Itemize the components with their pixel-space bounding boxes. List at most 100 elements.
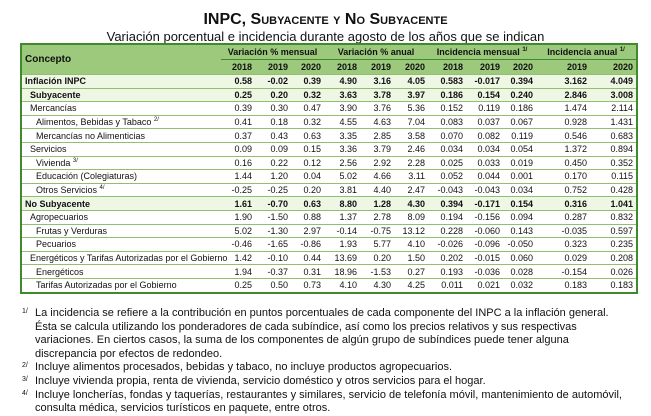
row-value: -0.75: [360, 223, 395, 238]
footnote-text: Incluye loncherías, fondas y taquerías, …: [35, 388, 622, 415]
footnote-mark: 4/: [22, 389, 28, 397]
row-label: Subyacente: [30, 89, 81, 100]
row-value: 3.008: [590, 87, 638, 102]
row-value: 5.77: [360, 237, 395, 252]
row-value: 0.04: [291, 169, 325, 184]
row-value: 0.63: [291, 128, 325, 143]
row-value: -0.154: [536, 264, 591, 279]
row-value: 0.186: [503, 101, 537, 116]
row-value: 4.66: [360, 169, 395, 184]
row-value: 0.070: [428, 128, 467, 143]
row-concept: Servicios: [21, 141, 221, 157]
header-year: 2020: [590, 59, 638, 75]
row-value: -1.53: [360, 264, 395, 279]
row-value: 4.10: [394, 237, 429, 252]
row-value: 4.63: [360, 114, 395, 129]
row-value: 0.546: [536, 128, 591, 143]
row-value: 0.026: [590, 264, 638, 279]
footnote-mark: 1/: [522, 47, 528, 53]
row-value: 1.61: [221, 196, 255, 211]
row-value: -0.156: [466, 209, 504, 225]
row-value: 0.44: [291, 250, 325, 265]
row-value: 0.183: [590, 277, 638, 293]
row-value: 4.25: [394, 277, 429, 293]
row-value: 0.094: [503, 209, 537, 225]
row-value: 5.36: [394, 101, 429, 116]
row-value: 3.97: [394, 87, 429, 102]
table-row: Otros Servicios 4/-0.25 -0.25 0.20 3.81 4.40…: [21, 182, 638, 197]
row-value: 4.40: [360, 182, 395, 197]
header-group: Variación % anual: [324, 44, 429, 60]
row-value: 8.80: [324, 196, 361, 211]
row-value: 3.35: [324, 128, 361, 143]
row-concept: Mercancías no Alimenticias: [21, 128, 221, 143]
footnote: 3/Incluye vivienda propia, renta de vivi…: [22, 375, 632, 389]
row-value: 0.832: [590, 209, 638, 225]
footnote-mark: 1/: [619, 47, 625, 53]
row-value: 0.20: [255, 87, 291, 102]
row-value: 0.09: [255, 141, 291, 157]
row-value: 4.10: [324, 277, 361, 293]
row-value: 2.85: [360, 128, 395, 143]
row-value: 1.431: [590, 114, 638, 129]
row-value: 5.02: [221, 223, 255, 238]
row-value: 0.27: [394, 264, 429, 279]
footnote: 4/Incluye loncherías, fondas y taquerías…: [22, 389, 632, 416]
row-value: -1.50: [255, 209, 291, 225]
row-value: 0.021: [466, 277, 504, 293]
row-label: Educación (Colegiaturas): [36, 171, 138, 182]
row-value: 0.352: [590, 155, 638, 170]
row-value: 1.372: [536, 141, 591, 157]
table-row: Alimentos, Bebidas y Tabaco 2/0.41 0.18 0.…: [21, 114, 638, 129]
header-group-label: Incidencia anual: [547, 47, 618, 57]
row-value: 0.39: [221, 101, 255, 116]
row-value: 0.32: [291, 114, 325, 129]
row-label: Agropecuarios: [30, 212, 89, 223]
row-value: 0.31: [291, 264, 325, 279]
row-value: 0.083: [428, 114, 467, 129]
row-value: -0.060: [466, 223, 504, 238]
table-row: Subyacente 0.25 0.20 0.32 3.63 3.78 3.97 0.186 0…: [21, 87, 638, 102]
row-value: -0.050: [503, 237, 537, 252]
row-value: 0.028: [503, 264, 537, 279]
row-value: 0.235: [590, 237, 638, 252]
table-row: Mercancías 0.39 0.30 0.47 3.90 3.76 5.36 0.152 0…: [21, 101, 638, 116]
row-value: 0.30: [255, 101, 291, 116]
row-value: -0.46: [221, 237, 255, 252]
row-value: 0.597: [590, 223, 638, 238]
row-value: 0.73: [291, 277, 325, 293]
row-value: 2.78: [360, 209, 395, 225]
row-value: 0.193: [428, 264, 467, 279]
row-concept: Frutas y Verduras: [21, 223, 221, 238]
row-value: 0.394: [503, 74, 537, 89]
row-value: 1.42: [221, 250, 255, 265]
row-label: Mercancías: [30, 103, 77, 114]
header-year: 2020: [503, 59, 537, 75]
row-value: 0.20: [291, 182, 325, 197]
row-value: 0.63: [291, 196, 325, 211]
row-value: 0.052: [428, 169, 467, 184]
header-row-groups: Concepto Variación % mensual Variación % a…: [21, 44, 638, 75]
row-concept: Agropecuarios: [21, 209, 221, 225]
row-concept: Otros Servicios 4/: [21, 182, 221, 197]
row-value: 0.37: [221, 128, 255, 143]
row-value: -1.65: [255, 237, 291, 252]
row-value: 1.37: [324, 209, 361, 225]
header-group-label: Incidencia mensual: [436, 47, 520, 57]
row-concept: Educación (Colegiaturas): [21, 169, 221, 184]
footnote-mark: 3/: [72, 157, 78, 164]
row-value: 0.033: [466, 155, 504, 170]
row-value: 0.894: [590, 141, 638, 157]
row-value: 0.082: [466, 128, 504, 143]
row-value: 13.12: [394, 223, 429, 238]
row-value: 3.78: [360, 87, 395, 102]
row-value: 1.041: [590, 196, 638, 211]
row-value: 0.928: [536, 114, 591, 129]
row-value: -0.096: [466, 237, 504, 252]
row-value: 0.152: [428, 101, 467, 116]
row-value: 4.049: [590, 74, 638, 89]
row-value: 4.05: [394, 74, 429, 89]
row-value: -0.026: [428, 237, 467, 252]
header-group-label: Variación % mensual: [227, 47, 318, 57]
row-value: 0.18: [255, 114, 291, 129]
